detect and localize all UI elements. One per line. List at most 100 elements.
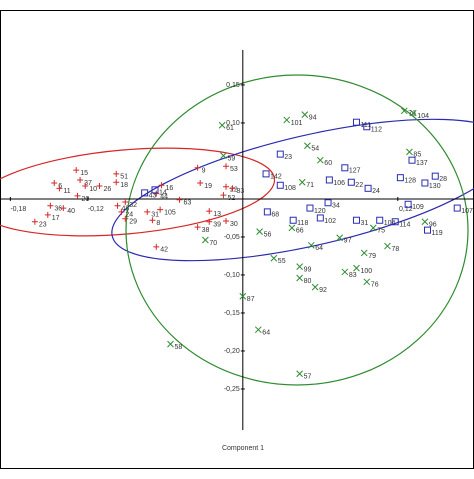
point [421, 218, 429, 226]
y-tick-label: -0,15 [224, 310, 240, 317]
x-tick-label: -0,12 [88, 206, 104, 213]
point-label: 36 [54, 206, 62, 213]
point [229, 185, 236, 192]
point [283, 116, 291, 124]
point-label: 40 [67, 208, 75, 215]
point-label: 34 [332, 203, 340, 210]
point [60, 205, 67, 212]
point [74, 192, 81, 199]
point [167, 340, 174, 348]
y-tick-label: -0,05 [224, 234, 240, 241]
point [341, 164, 349, 172]
point-label: 23 [39, 222, 47, 229]
point-label: 10 [89, 186, 97, 193]
point [304, 142, 311, 150]
point-label: 87 [247, 296, 255, 303]
point [206, 218, 213, 225]
point [409, 109, 417, 117]
point [336, 234, 344, 242]
point-label: 71 [306, 182, 314, 189]
point [256, 228, 263, 235]
point [151, 186, 159, 194]
point-label: 64 [262, 330, 270, 337]
point [363, 123, 371, 131]
point [316, 214, 324, 222]
point [431, 172, 439, 180]
point [316, 156, 324, 164]
point [114, 202, 121, 209]
point-label: 94 [309, 114, 317, 121]
point-label: 106 [333, 180, 345, 187]
point [77, 176, 84, 183]
point [220, 192, 227, 199]
point [353, 264, 360, 272]
point-label: 102 [324, 218, 336, 225]
point [218, 121, 226, 129]
point-label: 22 [230, 187, 238, 194]
point-label: 57 [304, 374, 312, 381]
point [453, 204, 461, 212]
point-label: 92 [319, 287, 327, 294]
point-label: 24 [125, 212, 133, 219]
point-label: 83 [236, 188, 244, 195]
point-label: 130 [429, 183, 441, 190]
point [220, 152, 227, 159]
point [360, 249, 368, 257]
point [82, 183, 89, 190]
point-label: 26 [103, 186, 111, 193]
point-label: 29 [129, 219, 137, 226]
point [141, 189, 149, 197]
x-tick-label: -0,18 [10, 206, 26, 213]
point-label: 17 [52, 215, 60, 222]
point [31, 218, 38, 225]
point [96, 183, 103, 190]
point-label: 101 [291, 120, 303, 127]
point-label: 9 [202, 168, 206, 175]
group-ellipse [111, 118, 474, 262]
point-label: 104 [417, 113, 429, 120]
point [376, 216, 384, 224]
point-label: 66 [296, 228, 304, 235]
point [202, 236, 209, 244]
point-label: 39 [213, 222, 221, 229]
point-label: 22 [355, 182, 363, 189]
point-label: 97 [344, 238, 352, 245]
group-ellipse [0, 147, 276, 237]
point [197, 180, 204, 186]
point [113, 170, 120, 177]
point [289, 216, 297, 224]
point [363, 278, 371, 286]
point [307, 241, 315, 249]
point [325, 176, 333, 184]
point [118, 208, 125, 215]
point [157, 206, 164, 213]
point [347, 178, 355, 186]
point [369, 224, 377, 232]
point [311, 283, 319, 291]
point-label: 23 [284, 154, 292, 161]
point-label: 118 [297, 220, 308, 227]
y-tick-label: -0,20 [224, 348, 240, 355]
point-label: 13 [213, 211, 221, 218]
point-label: 70 [209, 240, 217, 247]
x-tick-label: 0,12 [399, 206, 413, 213]
point-label: 60 [324, 160, 332, 167]
point-label: 112 [371, 127, 382, 134]
point [176, 196, 183, 203]
point [296, 274, 303, 282]
point-label: 99 [304, 266, 312, 273]
point-label: 63 [184, 200, 192, 207]
point-label: 52 [227, 195, 235, 202]
point [391, 218, 399, 226]
point-label: 15 [80, 170, 88, 177]
point [384, 242, 391, 250]
point-label: 44 [160, 193, 168, 200]
point [254, 326, 262, 334]
point [56, 185, 63, 192]
point [47, 202, 54, 209]
point [153, 243, 160, 250]
point-label: 43 [149, 193, 157, 200]
